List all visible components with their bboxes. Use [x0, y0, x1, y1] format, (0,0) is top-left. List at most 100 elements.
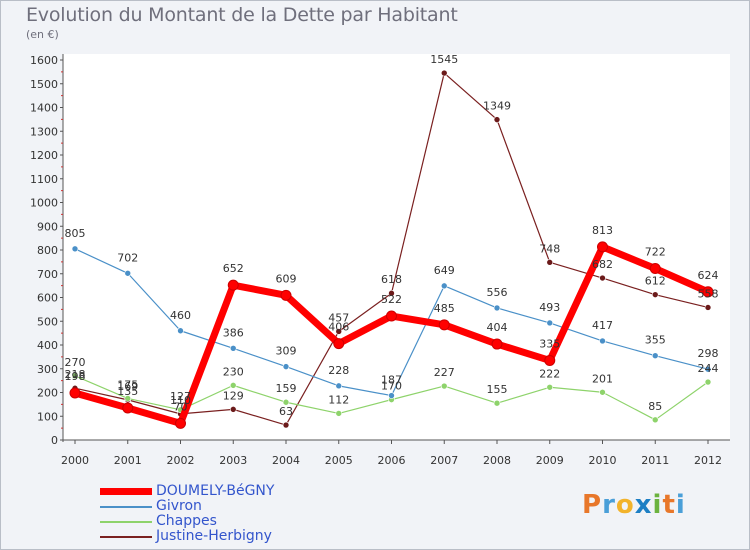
- x-tick-label: 2005: [325, 454, 353, 467]
- data-point: [69, 387, 81, 399]
- data-label: 618: [381, 273, 402, 286]
- data-label: 335: [539, 337, 560, 350]
- data-point: [597, 241, 608, 253]
- y-tick-label: 800: [37, 244, 58, 257]
- data-label: 155: [487, 383, 508, 396]
- data-point: [599, 274, 606, 282]
- y-tick-label: 1300: [30, 125, 58, 138]
- logo-letter: x: [634, 490, 653, 520]
- y-tick-label: 500: [37, 315, 58, 328]
- data-label: 652: [223, 262, 244, 275]
- data-label: 85: [648, 400, 662, 413]
- data-point: [335, 410, 343, 417]
- data-label: 522: [381, 293, 402, 306]
- data-label: 170: [381, 380, 402, 393]
- y-tick-label: 1400: [30, 102, 58, 115]
- data-point: [280, 289, 292, 301]
- data-point: [229, 406, 237, 413]
- y-tick-label: 1100: [30, 173, 58, 186]
- y-tick-label: 1200: [30, 149, 58, 162]
- data-label: 624: [698, 269, 719, 282]
- data-point: [227, 279, 239, 291]
- data-label: 187: [381, 374, 402, 387]
- data-point: [388, 289, 395, 297]
- legend-label: DOUMELY-BéGNY: [156, 483, 275, 499]
- legend-swatch: [100, 535, 152, 538]
- data-label: 298: [698, 347, 719, 360]
- logo-letter: i: [675, 490, 686, 520]
- data-point: [282, 421, 290, 429]
- data-point: [440, 382, 448, 390]
- data-point: [546, 259, 554, 266]
- legend-item: DOUMELY-BéGNY: [100, 484, 274, 499]
- data-point: [71, 245, 79, 253]
- data-label: 129: [223, 389, 244, 402]
- legend-swatch: [100, 505, 152, 508]
- x-tick-label: 2002: [167, 454, 195, 467]
- data-label: 201: [592, 372, 613, 385]
- data-label: 649: [434, 264, 455, 277]
- data-label: 612: [645, 275, 666, 288]
- data-label: 227: [434, 366, 455, 379]
- chart-legend: DOUMELY-BéGNY Givron Chappes Justine-Herbig…: [100, 484, 274, 544]
- data-point: [122, 402, 134, 414]
- legend-item: Givron: [100, 499, 274, 514]
- data-label: 355: [645, 334, 666, 347]
- x-tick-label: 2010: [589, 454, 617, 467]
- y-tick-label: 1000: [30, 197, 58, 210]
- data-label: 1545: [430, 53, 458, 66]
- data-label: 417: [592, 319, 613, 332]
- data-label: 1349: [483, 100, 511, 113]
- data-point: [493, 116, 501, 123]
- data-point: [282, 363, 290, 370]
- data-label: 70: [174, 400, 188, 413]
- legend-swatch: [100, 488, 152, 495]
- data-point: [229, 345, 237, 352]
- y-tick-label: 600: [37, 292, 58, 305]
- y-tick-label: 300: [37, 363, 58, 376]
- data-label: 813: [592, 224, 613, 237]
- y-tick-label: 900: [37, 220, 58, 233]
- data-label: 460: [170, 309, 191, 322]
- data-point: [702, 286, 714, 298]
- data-point: [544, 354, 556, 366]
- data-label: 135: [117, 385, 138, 398]
- data-label: 702: [117, 251, 138, 264]
- y-tick-label: 100: [37, 410, 58, 423]
- legend-label: Chappes: [156, 513, 217, 529]
- data-point: [335, 328, 343, 335]
- legend-item: Justine-Herbigny: [100, 529, 274, 544]
- data-label: 457: [328, 311, 349, 324]
- data-label: 493: [539, 301, 560, 314]
- data-point: [333, 338, 345, 350]
- data-label: 244: [698, 362, 719, 375]
- data-label: 127: [170, 390, 191, 403]
- data-point: [175, 417, 186, 429]
- data-point: [651, 352, 659, 359]
- data-label: 230: [223, 365, 244, 378]
- data-label: 406: [328, 321, 349, 334]
- x-tick-label: 2008: [483, 454, 511, 467]
- proxiti-logo: Proxiti: [582, 490, 686, 520]
- y-tick-label: 0: [51, 434, 58, 447]
- x-tick-label: 2001: [114, 454, 142, 467]
- data-point: [177, 327, 184, 335]
- data-label: 63: [279, 405, 293, 418]
- data-label: 159: [276, 382, 297, 395]
- logo-letter: o: [615, 490, 635, 520]
- data-point: [651, 416, 659, 424]
- data-label: 386: [223, 326, 244, 339]
- legend-label: Justine-Herbigny: [156, 528, 272, 544]
- data-point: [438, 319, 450, 331]
- data-point: [335, 382, 343, 390]
- y-tick-label: 1500: [30, 78, 58, 91]
- plot-area: [63, 54, 730, 440]
- legend-swatch: [100, 520, 152, 523]
- data-point: [493, 399, 501, 407]
- data-label: 404: [487, 321, 508, 334]
- data-point: [282, 398, 290, 406]
- legend-label: Givron: [156, 498, 202, 514]
- data-point: [493, 304, 501, 312]
- data-label: 222: [539, 367, 560, 380]
